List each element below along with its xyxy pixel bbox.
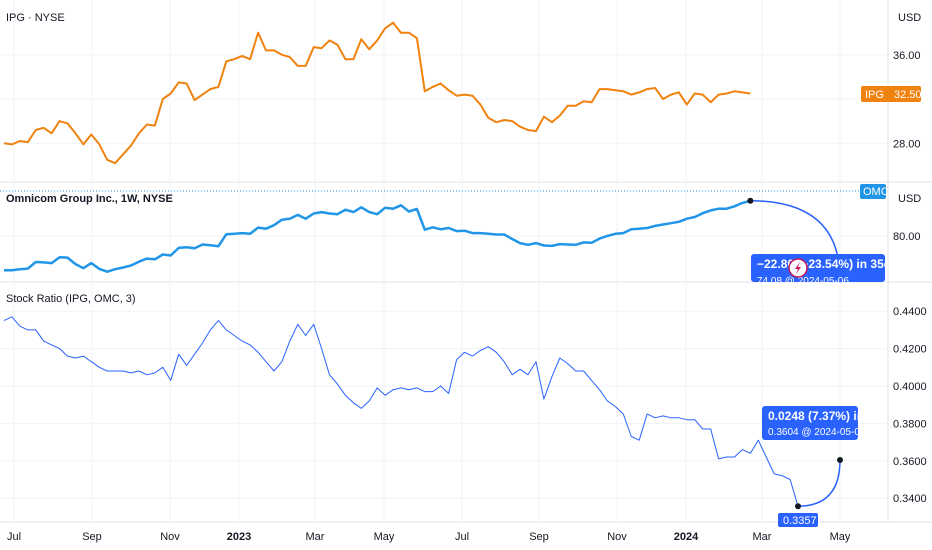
y-tick-label: 80.00 (893, 231, 921, 243)
ratio-y-axis: 0.3400 0.3600 0.3800 0.4000 0.4200 0.4400 (893, 306, 927, 505)
x-tick-label: Nov (160, 531, 180, 543)
omc-callout-sub: 74.08 @ 2024-05-06 (757, 276, 849, 287)
x-tick-label: May (374, 531, 395, 543)
x-tick-label: May (830, 531, 851, 543)
ratio-pane-title: Stock Ratio (IPG, OMC, 3) (6, 293, 136, 305)
x-tick-label: Mar (306, 531, 325, 543)
ipg-pane-title: IPG · NYSE (6, 12, 65, 24)
series-line[interactable] (3, 21, 751, 165)
x-axis: Jul Sep Nov 2023 Mar May Jul Sep Nov 2024 Mar May (7, 531, 851, 543)
y-tick-label: 0.3600 (893, 456, 927, 468)
x-tick-label: 2024 (674, 531, 699, 543)
y-tick-label: 36.00 (893, 50, 921, 62)
x-tick-label: 2023 (227, 531, 251, 543)
x-tick-label: Jul (7, 531, 21, 543)
x-tick-label: Sep (82, 531, 102, 543)
omc-badge-bg (860, 184, 886, 199)
y-tick-label: 0.3400 (893, 493, 927, 505)
x-tick-label: Nov (607, 531, 627, 543)
series-line[interactable] (3, 316, 799, 507)
omc-callout-bg (751, 254, 885, 282)
ipg-last-value-badge: IPG 32.50 (861, 86, 922, 102)
y-tick-label: 0.4000 (893, 381, 927, 393)
x-tick-label: Mar (753, 531, 772, 543)
series-line[interactable] (4, 199, 751, 273)
y-tick-label: 0.4400 (893, 306, 927, 318)
omc-pane-title: Omnicom Group Inc., 1W, NYSE (6, 193, 173, 205)
omc-projection-callout[interactable]: −22.80 (−23.54%) in 35d 74.08 @ 2024-05-… (751, 254, 891, 287)
ipg-series[interactable] (3, 21, 751, 165)
omc-legend-badge: OMC (860, 184, 889, 199)
ratio-projection-arc[interactable] (797, 460, 841, 507)
omc-currency-label: USD (898, 193, 921, 205)
ratio-callout-bg (762, 406, 858, 440)
lightning-bolt-glyph (795, 262, 801, 274)
ratio-start-value: 0.3357 (783, 515, 817, 527)
ratio-callout-sub: 0.3604 @ 2024-05-06 (768, 427, 866, 438)
y-tick-label: 0.4200 (893, 344, 927, 356)
ipg-y-axis: 28.00 36.00 (893, 50, 921, 150)
ratio-series[interactable] (3, 316, 843, 510)
ratio-start-bg (778, 513, 818, 527)
ipg-badge-name: IPG (865, 89, 884, 101)
omc-y-axis: 80.00 (893, 231, 921, 243)
ipg-badge-bg (861, 86, 921, 102)
ratio-projection-start[interactable] (795, 503, 801, 510)
y-tick-label: 0.3800 (893, 418, 927, 430)
x-tick-label: Sep (529, 531, 549, 543)
ratio-projection-end[interactable] (837, 457, 843, 464)
omc-callout-label: −22.80 (−23.54%) in 35d (757, 257, 891, 271)
ipg-badge-value: 32.50 (894, 89, 922, 101)
omc-projection-start[interactable] (747, 197, 754, 204)
x-tick-label: Jul (455, 531, 469, 543)
omc-badge-label: OMC (863, 186, 889, 198)
ipg-currency-label: USD (898, 12, 921, 24)
ratio-start-badge: 0.3357 (778, 513, 818, 527)
y-tick-label: 28.00 (893, 138, 921, 150)
ratio-projection-callout[interactable]: 0.0248 (7.37%) in 35d 0.3604 @ 2024-05-0… (762, 406, 888, 440)
ratio-callout-label: 0.0248 (7.37%) in 35d (768, 409, 888, 423)
